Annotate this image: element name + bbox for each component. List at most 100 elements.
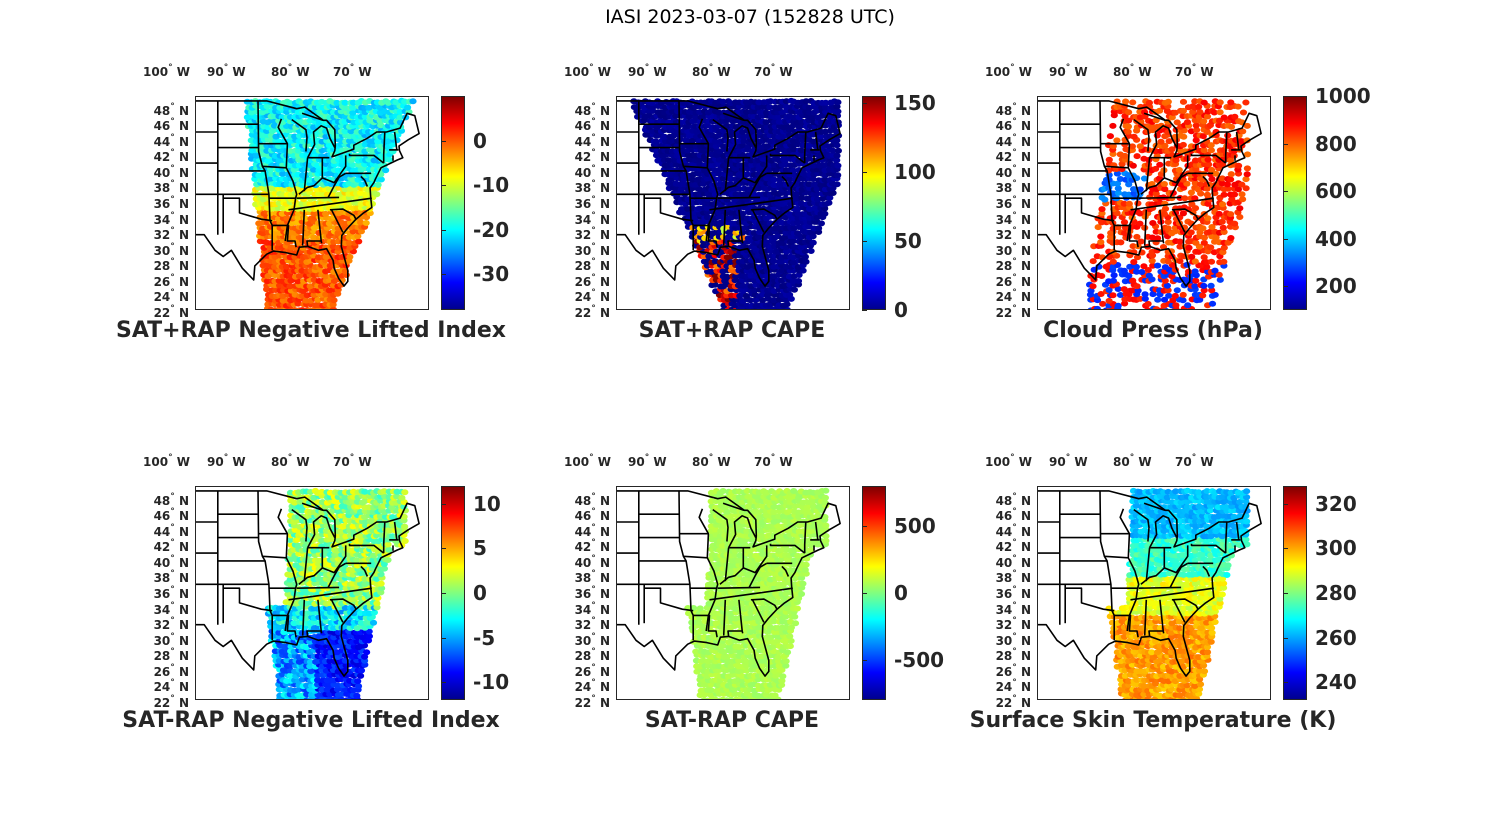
- data-point: [707, 268, 715, 275]
- data-point: [1185, 268, 1193, 275]
- data-points: [264, 487, 410, 699]
- data-point: [1243, 151, 1252, 158]
- colorbar: [1283, 96, 1307, 310]
- longitude-label: 70° W: [333, 63, 372, 79]
- data-point: [396, 114, 404, 121]
- boundary-line: [1140, 155, 1189, 195]
- data-point: [711, 281, 719, 288]
- data-point: [817, 220, 825, 227]
- data-point: [833, 157, 841, 164]
- data-point: [1230, 191, 1239, 198]
- data-point: [369, 619, 378, 626]
- data-point: [833, 142, 841, 149]
- data-point: [385, 546, 393, 553]
- data-point: [1203, 191, 1211, 198]
- data-point: [1154, 296, 1162, 303]
- data-point: [1136, 210, 1144, 217]
- data-point: [1191, 195, 1199, 202]
- data-point: [1220, 191, 1228, 198]
- data-point: [1239, 109, 1248, 116]
- data-point: [1220, 258, 1228, 265]
- data-point: [1180, 133, 1188, 140]
- boundary-line: [1148, 124, 1178, 159]
- data-point: [286, 672, 294, 679]
- data-point: [1148, 123, 1156, 130]
- data-point: [1196, 181, 1204, 188]
- boundary-line: [329, 208, 357, 220]
- data-point: [1200, 254, 1208, 261]
- figure-title: IASI 2023-03-07 (152828 UTC): [605, 6, 895, 28]
- latitude-label: 32° N: [153, 226, 189, 243]
- data-point: [1239, 196, 1247, 203]
- data-point: [1179, 291, 1187, 298]
- data-point: [306, 659, 315, 665]
- data-point: [719, 98, 727, 105]
- data-point: [1196, 296, 1204, 303]
- data-point: [809, 162, 818, 169]
- boundary-line: [1172, 209, 1186, 233]
- data-point: [1192, 239, 1200, 246]
- data-point: [1097, 291, 1105, 297]
- latitude-labels: 48° N 46° N 44° N 42° N 40° N 38° N 36° N 34° N…: [983, 96, 1035, 319]
- data-point: [1191, 98, 1199, 105]
- data-point: [1219, 161, 1227, 168]
- data-point: [1208, 224, 1216, 230]
- data-point: [363, 649, 371, 656]
- data-point: [766, 213, 774, 220]
- data-point: [1235, 162, 1243, 169]
- data-point: [377, 580, 385, 587]
- data-point: [283, 215, 291, 222]
- data-point: [1160, 211, 1168, 217]
- latitude-label: 34° N: [995, 210, 1031, 227]
- data-points: [630, 97, 843, 309]
- data-point: [817, 133, 825, 140]
- boundary-line: [1099, 100, 1115, 251]
- data-point: [1168, 146, 1176, 153]
- data-point: [1120, 200, 1128, 207]
- data-point: [1164, 219, 1172, 225]
- data-point: [834, 108, 842, 115]
- data-point: [1181, 195, 1189, 202]
- data-point: [353, 590, 361, 597]
- boundary-line: [741, 240, 744, 244]
- colorbar-tick-label: 600: [1315, 179, 1357, 204]
- data-point: [1089, 283, 1097, 290]
- data-point: [821, 104, 830, 111]
- data-point: [664, 157, 673, 164]
- latitude-label: 36° N: [995, 195, 1031, 212]
- data-point: [1227, 171, 1235, 178]
- boundary-line: [1138, 196, 1182, 199]
- data-point: [1109, 151, 1117, 157]
- data-point: [1125, 272, 1133, 279]
- data-point: [310, 291, 318, 298]
- data-point: [370, 609, 378, 616]
- boundary-line: [1162, 240, 1165, 244]
- data-point: [723, 122, 731, 129]
- longitude-label: 90° W: [207, 453, 246, 469]
- data-point: [834, 99, 842, 106]
- data-point: [1227, 99, 1235, 106]
- data-point: [275, 138, 283, 145]
- data-point: [1128, 287, 1136, 294]
- data-point: [1208, 176, 1216, 183]
- boundary-line: [1143, 112, 1166, 122]
- data-point: [1231, 220, 1239, 227]
- colorbar-tick-label: 200: [1315, 274, 1357, 299]
- data-point: [345, 239, 353, 246]
- data-point: [1116, 292, 1125, 298]
- map-panel: 100° W 90° W 80° W 70° W 48° N 46° N 44° N 42° …: [101, 437, 521, 737]
- data-point: [1133, 254, 1142, 261]
- latitude-labels: 48° N 46° N 44° N 42° N 40° N 38° N 36° N 34° N…: [562, 96, 614, 319]
- data-point: [1116, 108, 1124, 115]
- map-panel: 100° W 90° W 80° W 70° W 48° N 46° N 44° N 42° …: [943, 47, 1371, 347]
- data-point: [1113, 180, 1122, 187]
- data-point: [834, 162, 842, 169]
- latitude-label: 22° N: [995, 304, 1031, 320]
- boundary-line: [348, 153, 385, 164]
- data-point: [1207, 142, 1215, 149]
- longitude-label: 100° W: [143, 453, 190, 469]
- panel-title: Cloud Press (hPa): [1043, 318, 1263, 343]
- boundary-line: [291, 118, 308, 152]
- data-point: [1200, 118, 1208, 125]
- boundary-line: [644, 197, 694, 222]
